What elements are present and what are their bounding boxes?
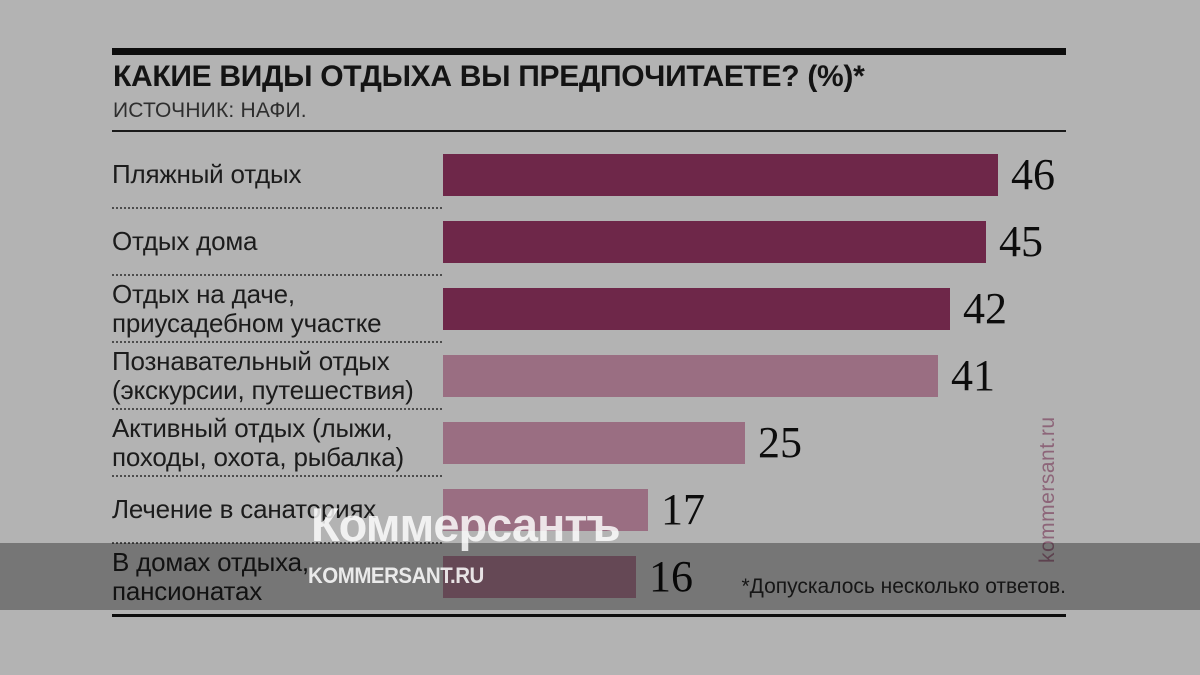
bar-category-label: Активный отдых (лыжи, походы, охота, рыба… [112, 412, 404, 472]
chart-row: Пляжный отдых 46 [112, 141, 1066, 208]
bar-category-label: В домах отдыха, пансионатах [112, 546, 309, 606]
kommersant-logo-watermark: Коммерсантъ [311, 498, 621, 551]
chart-title: КАКИЕ ВИДЫ ОТДЫХА ВЫ ПРЕДПОЧИТАЕТЕ? (%)* [113, 60, 865, 93]
row-separator-line [112, 542, 442, 544]
chart-row: В домах отдыха, пансионатах 16 [112, 542, 1066, 610]
kommersant-vertical-watermark: kommersant.ru [1036, 416, 1059, 563]
bar [443, 421, 745, 464]
chart-rows: Пляжный отдых 46 Отдых дома 45 Отдых на … [112, 141, 1066, 610]
row-separator-line [112, 274, 442, 276]
bar-value-label: 41 [951, 350, 995, 400]
bar [443, 287, 950, 330]
bar-value-label: 17 [661, 484, 705, 534]
bar [443, 354, 938, 397]
bar-value-label: 45 [999, 216, 1043, 266]
bar [443, 153, 998, 196]
row-separator-line [112, 408, 442, 410]
top-rule [112, 48, 1066, 55]
chart-row: Познавательный отдых (экскурсии, путешест… [112, 341, 1066, 409]
bar [443, 555, 636, 598]
row-separator-line [112, 207, 442, 209]
bar-category-label: Познавательный отдых (экскурсии, путешест… [112, 345, 414, 405]
chart-row: Отдых на даче, приусадебном участке 42 [112, 274, 1066, 342]
kommersant-site-watermark: KOMMERSANT.RU [308, 563, 484, 588]
chart-row: Отдых дома 45 [112, 207, 1066, 275]
bar-value-label: 25 [758, 417, 802, 467]
bar-category-label: Отдых на даче, приусадебном участке [112, 278, 382, 338]
header-rule [112, 130, 1066, 132]
bar [443, 488, 648, 531]
chart-row: Лечение в санаториях 17 [112, 475, 1066, 543]
bar-category-label: Отдых дома [112, 226, 258, 256]
footnote: *Допускалось несколько ответов. [741, 575, 1066, 598]
row-separator-line [112, 475, 442, 477]
bar-category-label: Лечение в санаториях [112, 494, 377, 524]
row-separator-line [112, 341, 442, 343]
chart-row: Активный отдых (лыжи, походы, охота, рыба… [112, 408, 1066, 476]
bar-value-label: 46 [1011, 149, 1055, 199]
bar-value-label: 42 [963, 283, 1007, 333]
bar [443, 220, 986, 263]
chart-source: ИСТОЧНИК: НАФИ. [113, 99, 307, 122]
bar-category-label: Пляжный отдых [112, 159, 302, 189]
bottom-rule [112, 614, 1066, 617]
bar-value-label: 16 [649, 551, 693, 601]
watermark-band [0, 543, 1200, 610]
